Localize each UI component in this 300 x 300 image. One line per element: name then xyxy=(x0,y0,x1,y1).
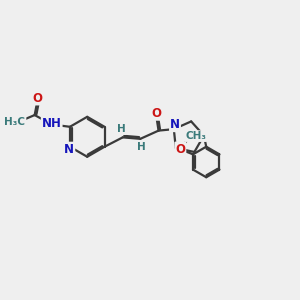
Text: CH₃: CH₃ xyxy=(185,131,206,141)
Text: O: O xyxy=(176,142,185,155)
Text: N: N xyxy=(170,118,180,131)
Text: H₃C: H₃C xyxy=(4,117,26,127)
Text: O: O xyxy=(151,107,161,120)
Text: O: O xyxy=(33,92,43,104)
Text: NH: NH xyxy=(42,117,62,130)
Text: H: H xyxy=(117,124,126,134)
Text: N: N xyxy=(64,142,74,156)
Text: H: H xyxy=(137,142,146,152)
